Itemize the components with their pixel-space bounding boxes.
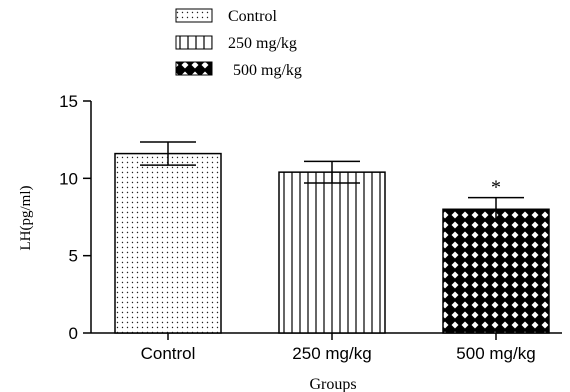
legend: Control 250 mg/kg 500 mg/kg [175,8,302,79]
legend-swatch-500 [175,61,213,76]
legend-item-control: Control [175,8,277,25]
x-tick-label: Control [141,344,196,363]
y-tick-label: 5 [69,247,78,266]
bars: * [114,141,550,334]
x-ticks: Control 250 mg/kg 500 mg/kg [141,333,536,363]
legend-label-500: 500 mg/kg [233,62,302,79]
x-tick-label: 500 mg/kg [456,344,535,363]
y-ticks: 0 5 10 15 [59,92,91,343]
significance-marker: * [491,177,501,199]
y-axis-title: LH(pg/ml) [18,186,34,251]
x-tick-label: 250 mg/kg [292,344,371,363]
bar-1 [114,152,222,334]
legend-swatch-control [175,8,213,23]
y-tick-label: 0 [69,324,78,343]
y-tick-label: 15 [59,92,78,111]
legend-label-250: 250 mg/kg [228,35,297,52]
legend-item-500: 500 mg/kg [175,61,302,79]
bar-2 [278,171,386,334]
legend-swatch-250 [175,35,213,50]
y-tick-label: 10 [59,169,78,188]
bar-3 [442,208,550,334]
x-axis-title: Groups [309,376,356,392]
legend-item-250: 250 mg/kg [175,35,297,52]
legend-label-control: Control [228,8,277,25]
